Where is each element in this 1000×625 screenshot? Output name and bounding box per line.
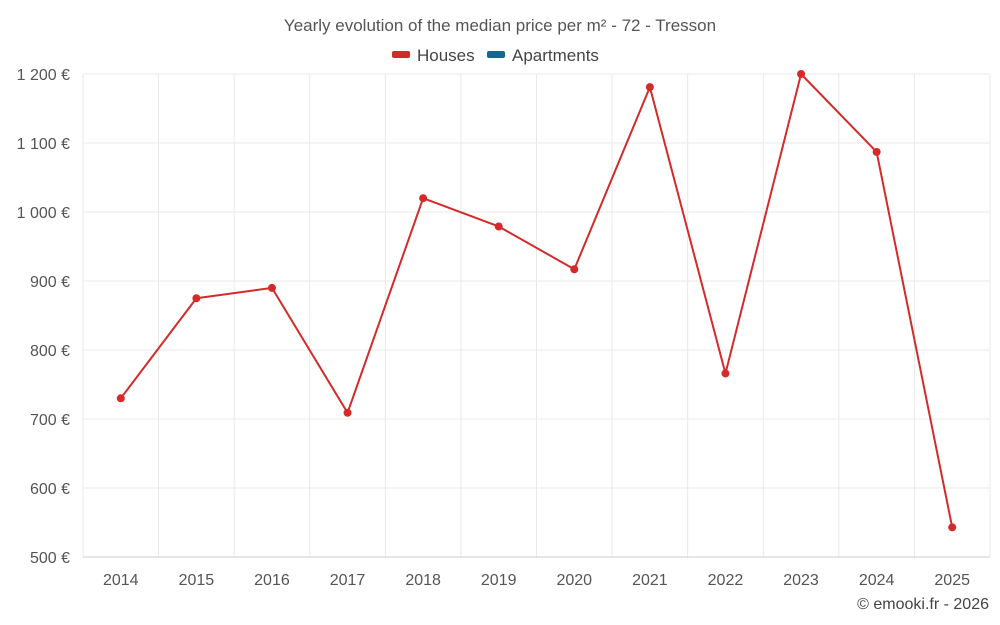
x-tick-label: 2022 [708,572,744,589]
data-point-houses-2020[interactable] [570,265,579,274]
data-point-houses-2016[interactable] [267,283,276,292]
legend: Houses Apartments [392,46,599,65]
y-tick-label: 500 € [30,550,70,567]
data-point-houses-2019[interactable] [494,222,503,231]
data-point-houses-2014[interactable] [116,394,125,403]
y-tick-label: 900 € [30,274,70,291]
data-point-houses-2017[interactable] [343,408,352,417]
data-point-houses-2015[interactable] [192,294,201,303]
x-tick-label: 2018 [405,572,441,589]
x-tick-label: 2017 [330,572,366,589]
y-tick-label: 1 000 € [17,205,70,222]
data-point-houses-2024[interactable] [872,147,881,156]
series-layer [116,70,957,532]
y-tick-label: 600 € [30,481,70,498]
legend-label-houses: Houses [417,46,475,65]
data-point-houses-2023[interactable] [797,70,806,78]
legend-swatch-apartments [487,51,505,58]
data-point-houses-2021[interactable] [645,83,654,92]
data-point-houses-2025[interactable] [948,523,957,532]
chart-title: Yearly evolution of the median price per… [284,16,716,35]
x-tick-label: 2024 [859,572,895,589]
x-tick-label: 2015 [179,572,215,589]
series-line-houses [119,73,954,528]
legend-swatch-houses [392,51,410,58]
x-tick-label: 2025 [934,572,970,589]
x-tick-label: 2019 [481,572,517,589]
data-point-houses-2022[interactable] [721,369,730,378]
y-tick-label: 700 € [30,412,70,429]
legend-item-apartments[interactable]: Apartments [487,46,599,65]
x-axis-labels: 2014 2015 2016 2017 2018 2019 2020 2021 2022 2023… [103,572,970,589]
y-tick-label: 1 200 € [17,67,70,84]
credits-text[interactable]: © emooki.fr - 2026 [857,596,989,613]
legend-item-houses[interactable]: Houses [392,46,475,65]
y-tick-label: 800 € [30,343,70,360]
legend-label-apartments: Apartments [512,46,599,65]
x-tick-label: 2020 [556,572,592,589]
data-point-houses-2018[interactable] [419,194,428,203]
x-gridlines [82,74,991,557]
y-tick-label: 1 100 € [17,136,70,153]
x-tick-label: 2016 [254,572,290,589]
x-tick-label: 2014 [103,572,139,589]
y-axis-labels: 500 € 600 € 700 € 800 € 900 € 1 000 € 1 100 € 1… [17,67,70,567]
x-tick-label: 2023 [783,572,819,589]
x-tick-label: 2021 [632,572,668,589]
